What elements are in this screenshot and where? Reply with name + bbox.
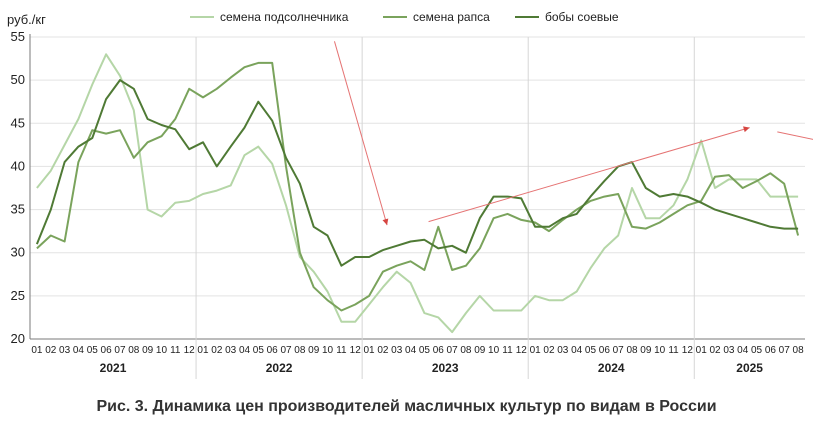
month-tick-label: 06: [433, 345, 445, 356]
month-tick-label: 06: [267, 345, 279, 356]
month-tick-label: 04: [239, 345, 251, 356]
month-tick-label: 03: [225, 345, 237, 356]
month-tick-label: 08: [460, 345, 472, 356]
year-label: 2025: [736, 361, 763, 375]
month-tick-label: 04: [405, 345, 417, 356]
month-tick-label: 02: [211, 345, 223, 356]
series-line-3: [35, 79, 799, 267]
y-tick-label: 30: [11, 245, 25, 260]
month-tick-label: 07: [280, 345, 292, 356]
year-label: 2021: [100, 361, 127, 375]
month-tick-label: 11: [336, 345, 347, 356]
month-tick-label: 01: [530, 345, 542, 356]
month-tick-label: 07: [779, 345, 791, 356]
month-tick-label: 08: [294, 345, 306, 356]
month-tick-label: 08: [626, 345, 638, 356]
y-tick-label: 20: [11, 331, 25, 346]
month-tick-label: 12: [516, 345, 528, 356]
month-tick-label: 09: [640, 345, 652, 356]
month-tick-label: 09: [474, 345, 486, 356]
month-tick-label: 01: [696, 345, 708, 356]
legend-label: семена подсолнечника: [220, 10, 349, 24]
month-tick-label: 06: [101, 345, 113, 356]
month-tick-label: 04: [73, 345, 85, 356]
month-tick-label: 04: [571, 345, 583, 356]
y-tick-label: 35: [11, 202, 25, 217]
month-tick-label: 11: [502, 345, 513, 356]
legend-label: семена рапса: [413, 10, 490, 24]
month-tick-label: 11: [170, 345, 181, 356]
trend-arrow-line: [333, 41, 388, 226]
month-tick-label: 06: [765, 345, 777, 356]
month-tick-label: 10: [654, 345, 666, 356]
month-tick-label: 05: [87, 345, 99, 356]
month-tick-label: 06: [599, 345, 611, 356]
series-lines: [35, 53, 800, 334]
legend-label: бобы соевые: [545, 10, 619, 24]
line-chart: руб./кг семена подсолнечника семена рапса…: [7, 10, 813, 379]
y-tick-label: 45: [11, 115, 25, 130]
y-tick-label: 55: [11, 29, 25, 44]
month-tick-label: 11: [668, 345, 679, 356]
month-tick-label: 01: [197, 345, 209, 356]
month-tick-label: 05: [253, 345, 265, 356]
trend-arrow-head: [743, 126, 750, 133]
month-tick-label: 10: [156, 345, 168, 356]
month-tick-label: 09: [308, 345, 320, 356]
month-tick-label: 05: [751, 345, 763, 356]
month-tick-label: 12: [350, 345, 362, 356]
month-tick-label: 08: [128, 345, 140, 356]
year-label: 2024: [598, 361, 625, 375]
month-tick-label: 02: [377, 345, 389, 356]
month-tick-label: 05: [585, 345, 597, 356]
y-axis-label: руб./кг: [7, 12, 46, 27]
month-tick-label: 02: [543, 345, 555, 356]
trend-arrow-line: [428, 127, 750, 223]
figure-caption: Рис. 3. Динамика цен производителей масл…: [96, 398, 717, 415]
month-tick-label: 02: [45, 345, 57, 356]
year-label: 2022: [266, 361, 293, 375]
y-tick-label: 25: [11, 288, 25, 303]
month-tick-label: 03: [557, 345, 569, 356]
month-tick-label: 02: [709, 345, 721, 356]
month-tick-label: 03: [59, 345, 71, 356]
month-tick-label: 12: [184, 345, 196, 356]
month-tick-label: 01: [364, 345, 376, 356]
month-tick-label: 12: [682, 345, 694, 356]
month-tick-label: 05: [419, 345, 431, 356]
y-tick-label: 50: [11, 72, 25, 87]
trend-arrows: [333, 41, 813, 226]
month-tick-label: 03: [723, 345, 735, 356]
month-tick-label: 10: [488, 345, 500, 356]
series-line-1: [36, 53, 799, 334]
y-tick-label: 40: [11, 158, 25, 173]
series-line-2: [36, 61, 800, 312]
year-label: 2023: [432, 361, 459, 375]
month-tick-label: 03: [391, 345, 403, 356]
month-tick-label: 07: [447, 345, 459, 356]
month-tick-label: 10: [322, 345, 334, 356]
trend-arrow-line: [777, 131, 813, 140]
legend: семена подсолнечника семена рапса бобы сое…: [190, 10, 619, 24]
month-tick-label: 09: [142, 345, 154, 356]
trend-arrow-head: [382, 218, 389, 226]
month-tick-label: 04: [737, 345, 749, 356]
month-tick-label: 07: [613, 345, 625, 356]
month-tick-label: 01: [31, 345, 43, 356]
y-axis-ticks: 20 25 30 35 40 45 50 55: [11, 29, 25, 346]
month-tick-label: 07: [114, 345, 126, 356]
month-tick-label: 08: [793, 345, 805, 356]
